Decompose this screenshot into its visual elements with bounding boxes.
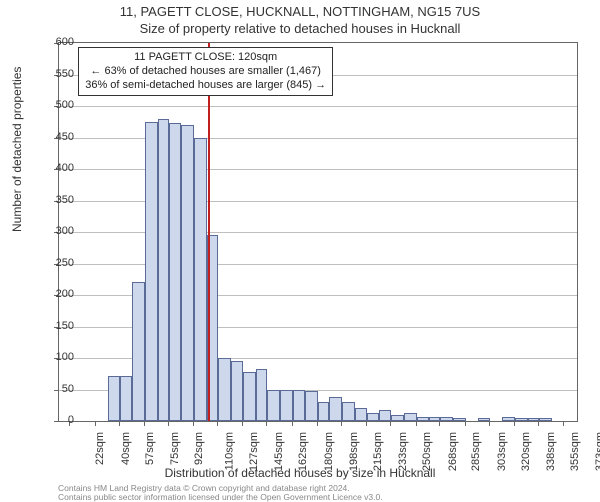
xtick-mark [95,421,96,426]
xtick-label: 22sqm [94,432,106,465]
info-box-line2: ← 63% of detached houses are smaller (1,… [85,65,326,79]
info-box: 11 PAGETT CLOSE: 120sqm← 63% of detached… [78,47,333,96]
xtick-mark [119,421,120,426]
xtick-mark [465,421,466,426]
histogram-bar [108,376,119,421]
xtick-mark [317,421,318,426]
histogram-bar [120,376,133,421]
ytick-label: 550 [34,68,74,80]
ytick-label: 250 [34,257,74,269]
histogram-bar [158,119,169,421]
xtick-label: 110sqm [223,432,235,470]
footer-line2: Contains public sector information licen… [58,493,383,502]
info-box-line3: 36% of semi-detached houses are larger (… [85,79,326,93]
histogram-bar [145,122,158,421]
histogram-bar [305,391,318,421]
ytick-label: 200 [34,288,74,300]
xtick-mark [416,421,417,426]
xtick-mark [193,421,194,426]
xtick-mark [242,421,243,426]
gridline [59,201,577,202]
gridline [59,264,577,265]
histogram-bar [404,413,417,421]
xtick-mark [489,421,490,426]
xtick-mark [366,421,367,426]
gridline [59,169,577,170]
histogram-bar [342,402,355,421]
marker-line [208,43,210,421]
xtick-label: 75sqm [169,432,181,465]
histogram-bar [379,410,392,421]
histogram-bar [355,408,368,421]
histogram-bar [181,125,194,421]
xtick-mark [266,421,267,426]
histogram-bar [440,417,453,421]
ytick-label: 600 [34,36,74,48]
histogram-bar [280,390,293,422]
ytick-label: 100 [34,351,74,363]
xtick-mark [341,421,342,426]
xtick-label: 40sqm [120,432,132,465]
histogram-bar [367,413,378,421]
gridline [59,106,577,107]
plot-area: 11 PAGETT CLOSE: 120sqm← 63% of detached… [58,42,578,422]
gridline [59,232,577,233]
histogram-bar [329,397,342,421]
xtick-mark [144,421,145,426]
xtick-mark [217,421,218,426]
histogram-bar [194,138,207,422]
histogram-bar [539,418,552,421]
ytick-label: 400 [34,162,74,174]
ytick-label: 350 [34,194,74,206]
xtick-mark [563,421,564,426]
histogram-bar [243,372,256,421]
xtick-mark [390,421,391,426]
histogram-bar [132,282,145,421]
histogram-chart: 11 PAGETT CLOSE: 120sqm← 63% of detached… [58,42,578,422]
histogram-bar [318,402,329,421]
ytick-label: 150 [34,320,74,332]
ytick-label: 300 [34,225,74,237]
xtick-mark [514,421,515,426]
histogram-bar [218,358,231,421]
ytick-label: 450 [34,131,74,143]
page-title-line1: 11, PAGETT CLOSE, HUCKNALL, NOTTINGHAM, … [0,4,600,21]
histogram-bar [267,390,280,422]
footer-attribution: Contains HM Land Registry data © Crown c… [58,484,383,502]
ytick-label: 0 [34,414,74,426]
xtick-mark [439,421,440,426]
histogram-bar [231,361,244,421]
info-box-line1: 11 PAGETT CLOSE: 120sqm [85,51,326,65]
gridline [59,138,577,139]
histogram-bar [391,415,404,421]
xtick-mark [168,421,169,426]
histogram-bar [169,123,182,421]
xtick-mark [292,421,293,426]
xtick-label: 92sqm [193,432,205,465]
x-axis-title: Distribution of detached houses by size … [0,466,600,480]
page-title-line2: Size of property relative to detached ho… [0,21,600,38]
xtick-label: 57sqm [144,432,156,465]
histogram-bar [515,418,528,421]
ytick-label: 50 [34,383,74,395]
ytick-label: 500 [34,99,74,111]
xtick-mark [538,421,539,426]
histogram-bar [293,390,306,422]
histogram-bar [256,369,267,421]
y-axis-title: Number of detached properties [10,67,24,232]
histogram-bar [417,417,430,421]
